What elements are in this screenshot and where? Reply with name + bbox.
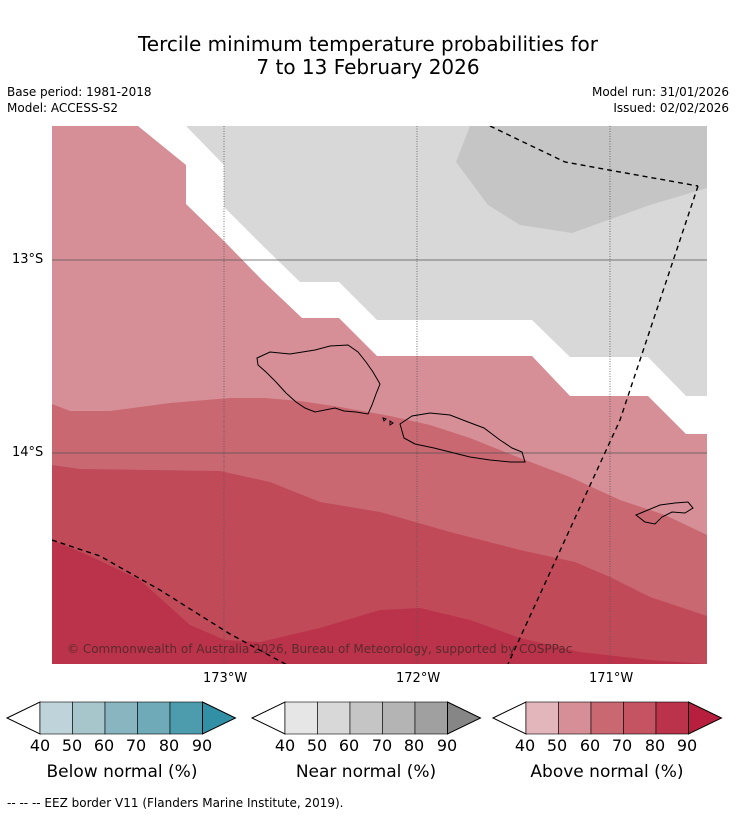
above-tick-90: 90	[676, 736, 698, 755]
savaii-island-outline	[256, 344, 381, 415]
title-line-2: 7 to 13 February 2026	[256, 55, 480, 79]
near-tick-50: 50	[306, 736, 328, 755]
eez-border-north	[489, 126, 699, 187]
lon-label-171w: 171°W	[589, 671, 634, 686]
below-colorbar-high-arrow	[202, 701, 237, 735]
above-colorbar-low-arrow	[491, 701, 527, 735]
below-colorbar-segment-70	[137, 701, 171, 735]
lon-label-173w: 173°W	[203, 671, 248, 686]
below-tick-90: 90	[191, 736, 213, 755]
upolu-island-outline	[399, 412, 526, 463]
lat-label-14s: 14°S	[12, 445, 44, 460]
coastlines	[256, 344, 694, 525]
near-colorbar-segment-80	[414, 701, 448, 735]
below-tick-40: 40	[29, 736, 51, 755]
eez-border-south	[52, 539, 287, 664]
manono-island-outline	[389, 420, 394, 426]
near-normal-colorbar	[250, 701, 482, 735]
near-normal-title: Near normal (%)	[295, 762, 437, 782]
below-tick-60: 60	[93, 736, 115, 755]
above-tick-40: 40	[514, 736, 536, 755]
above-colorbar-high-arrow	[688, 701, 723, 735]
above-colorbar-segment-40	[525, 701, 559, 735]
title-line-1: Tercile minimum temperature probabilitie…	[137, 32, 599, 56]
base-period: Base period: 1981-2018	[7, 85, 152, 99]
near-tick-80: 80	[403, 736, 425, 755]
below-tick-50: 50	[61, 736, 83, 755]
graticule	[52, 126, 707, 664]
above-tick-50: 50	[546, 736, 568, 755]
eez-footnote: -- -- -- EEZ border V11 (Flanders Marine…	[7, 796, 344, 810]
below-colorbar-segment-60	[104, 701, 138, 735]
near-tick-60: 60	[338, 736, 360, 755]
near-normal-70-region	[456, 126, 707, 233]
above-tick-60: 60	[579, 736, 601, 755]
below-colorbar-low-arrow	[5, 701, 41, 735]
above-tick-80: 80	[644, 736, 666, 755]
model-name: Model: ACCESS-S2	[7, 101, 119, 115]
colorbars	[5, 701, 723, 735]
lat-label-13s: 13°S	[12, 252, 44, 267]
above-colorbar-segment-70	[623, 701, 657, 735]
issued-date: Issued: 02/02/2026	[613, 101, 729, 115]
near-colorbar-segment-60	[349, 701, 383, 735]
above-normal-colorbar	[491, 701, 723, 735]
near-colorbar-segment-40	[284, 701, 318, 735]
near-colorbar-high-arrow	[447, 701, 482, 735]
near-tick-70: 70	[371, 736, 393, 755]
below-normal-title: Below normal (%)	[46, 762, 198, 782]
eez-borders	[52, 126, 699, 664]
below-colorbar-segment-80	[169, 701, 203, 735]
near-colorbar-low-arrow	[250, 701, 286, 735]
near-colorbar-segment-70	[382, 701, 416, 735]
near-tick-40: 40	[274, 736, 296, 755]
below-colorbar-segment-40	[39, 701, 73, 735]
islet-outline	[382, 417, 387, 422]
lon-label-172w: 172°W	[396, 671, 441, 686]
probability-map	[52, 126, 707, 664]
model-run: Model run: 31/01/2026	[591, 85, 729, 99]
tutuila-island-outline	[635, 501, 694, 525]
below-tick-70: 70	[125, 736, 147, 755]
above-tick-70: 70	[611, 736, 633, 755]
copyright-notice: © Commonwealth of Australia 2026, Bureau…	[67, 642, 572, 656]
eez-border-east	[507, 185, 699, 664]
above-colorbar-segment-50	[558, 701, 592, 735]
below-colorbar-segment-50	[72, 701, 106, 735]
below-tick-80: 80	[158, 736, 180, 755]
above-normal-80-region	[52, 540, 707, 664]
near-colorbar-segment-50	[317, 701, 351, 735]
above-normal-title: Above normal (%)	[530, 762, 684, 782]
above-normal-70-region	[52, 465, 707, 664]
below-normal-colorbar	[5, 701, 237, 735]
above-colorbar-segment-80	[655, 701, 689, 735]
above-colorbar-segment-60	[590, 701, 624, 735]
near-tick-90: 90	[436, 736, 458, 755]
